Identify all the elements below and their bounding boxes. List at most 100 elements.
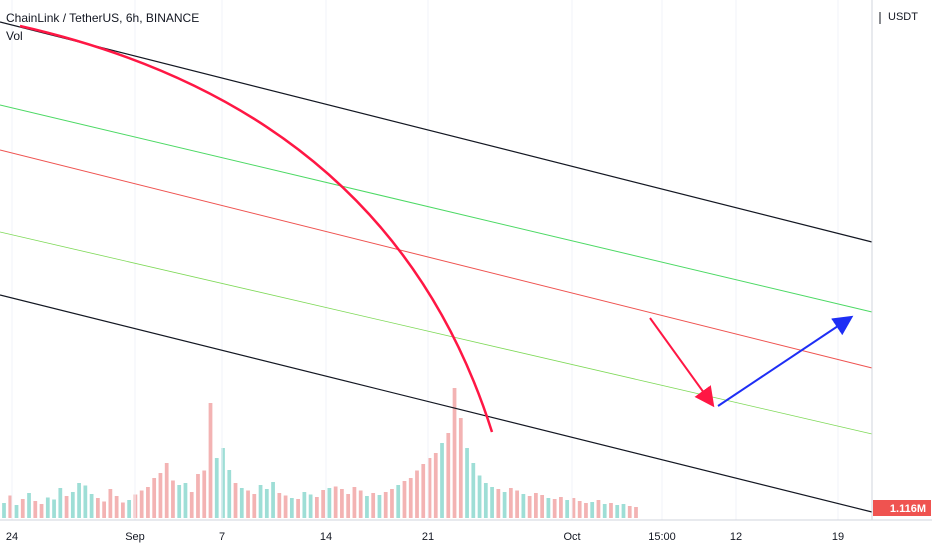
volume-bar	[239, 488, 244, 518]
volume-bar	[189, 492, 194, 518]
volume-bar	[465, 448, 469, 518]
volume-bar	[559, 497, 563, 518]
volume-bar	[221, 448, 225, 518]
volume-bar	[121, 502, 125, 518]
volume-bar	[534, 493, 538, 518]
volume-badge	[873, 500, 931, 516]
trendline[interactable]	[0, 104, 873, 313]
trendline[interactable]	[0, 294, 873, 513]
volume-bar	[634, 507, 638, 518]
volume-indicator-label[interactable]: Vol	[6, 29, 23, 43]
volume-bar	[196, 474, 200, 518]
volume-bar	[246, 490, 250, 518]
x-tick-label: 15:00	[648, 531, 676, 543]
volume-bar	[377, 495, 382, 518]
volume-bar	[314, 497, 319, 518]
volume-bar	[358, 490, 363, 518]
projection-arrow-down[interactable]	[649, 317, 715, 408]
volume-bar	[471, 463, 476, 518]
volume-bar	[609, 503, 613, 518]
volume-bar	[227, 470, 232, 518]
volume-bar	[346, 494, 351, 518]
volume-bar	[327, 488, 332, 518]
volume-bar	[621, 504, 626, 518]
volume-bar	[39, 504, 44, 518]
volume-bar	[452, 388, 457, 518]
volume-bar	[114, 496, 119, 518]
volume-bar	[208, 403, 213, 518]
price-axis[interactable]: 17.000016.000015.000013.500013.000012.00…	[820, 0, 931, 516]
volume-bar	[371, 493, 376, 518]
x-tick-label: 19	[832, 531, 844, 543]
time-axis[interactable]: 24 Sep 7 14 21 Oct 15:00 12 19	[6, 531, 844, 543]
volume-bar	[627, 506, 632, 518]
volume-bar	[202, 470, 207, 518]
volume-bar	[233, 483, 238, 518]
volume-bars	[2, 388, 638, 518]
volume-bar	[415, 470, 419, 518]
volume-bar	[108, 489, 113, 518]
volume-bar	[490, 487, 494, 518]
volume-bar	[271, 482, 275, 518]
volume-bar	[58, 488, 63, 518]
volume-bar	[546, 498, 551, 518]
volume-bar	[277, 493, 282, 518]
volume-bar	[596, 500, 601, 518]
grid	[11, 0, 839, 520]
volume-bar	[433, 453, 438, 518]
volume-bar	[602, 504, 607, 518]
volume-bar	[590, 502, 595, 518]
x-tick-label: 21	[422, 531, 434, 543]
volume-bar	[390, 489, 394, 518]
volume-bar	[521, 494, 526, 518]
volume-bar	[333, 486, 338, 518]
volume-bar	[177, 485, 182, 518]
volume-bar	[296, 499, 300, 518]
parabolic-curve[interactable]	[19, 24, 494, 433]
x-tick-label: Oct	[563, 531, 580, 543]
x-tick-label: 14	[320, 531, 332, 543]
volume-bar	[8, 495, 13, 518]
volume-bar	[264, 489, 269, 518]
volume-bar	[95, 498, 100, 518]
volume-bar	[152, 478, 157, 518]
trendlines	[0, 21, 873, 513]
volume-bar	[483, 483, 488, 518]
volume-bar	[33, 501, 38, 518]
volume-bar	[89, 494, 94, 518]
volume-bar	[477, 475, 482, 518]
x-tick-label: 24	[6, 531, 18, 543]
volume-bar	[252, 494, 257, 518]
volume-bar	[421, 464, 426, 518]
volume-bar	[321, 490, 326, 518]
volume-bar	[571, 498, 576, 518]
volume-bar	[352, 487, 357, 518]
x-tick-label: 7	[219, 531, 225, 543]
volume-bar	[14, 505, 19, 518]
volume-bar	[139, 490, 144, 518]
x-tick-label: Sep	[125, 531, 145, 543]
volume-bar	[340, 489, 344, 518]
volume-bar	[171, 480, 175, 518]
volume-bar	[302, 492, 307, 518]
volume-bar	[552, 499, 557, 518]
projection-arrows	[649, 315, 854, 408]
trendline[interactable]	[0, 149, 873, 369]
volume-bar	[496, 489, 501, 518]
volume-bar	[540, 495, 545, 518]
volume-bar	[183, 483, 188, 518]
volume-bar	[508, 488, 513, 518]
currency-label: USDT	[888, 11, 918, 23]
projection-arrow-up[interactable]	[717, 315, 854, 407]
trendline[interactable]	[0, 21, 873, 243]
volume-bar	[52, 499, 56, 518]
volume-bar	[527, 496, 532, 518]
volume-bar	[45, 497, 50, 518]
volume-bar	[565, 500, 570, 518]
volume-badge-label: 1.116M	[890, 503, 926, 515]
volume-bar	[408, 478, 413, 518]
volume-bar	[164, 463, 169, 518]
volume-bar	[146, 487, 150, 518]
volume-bar	[427, 458, 432, 518]
